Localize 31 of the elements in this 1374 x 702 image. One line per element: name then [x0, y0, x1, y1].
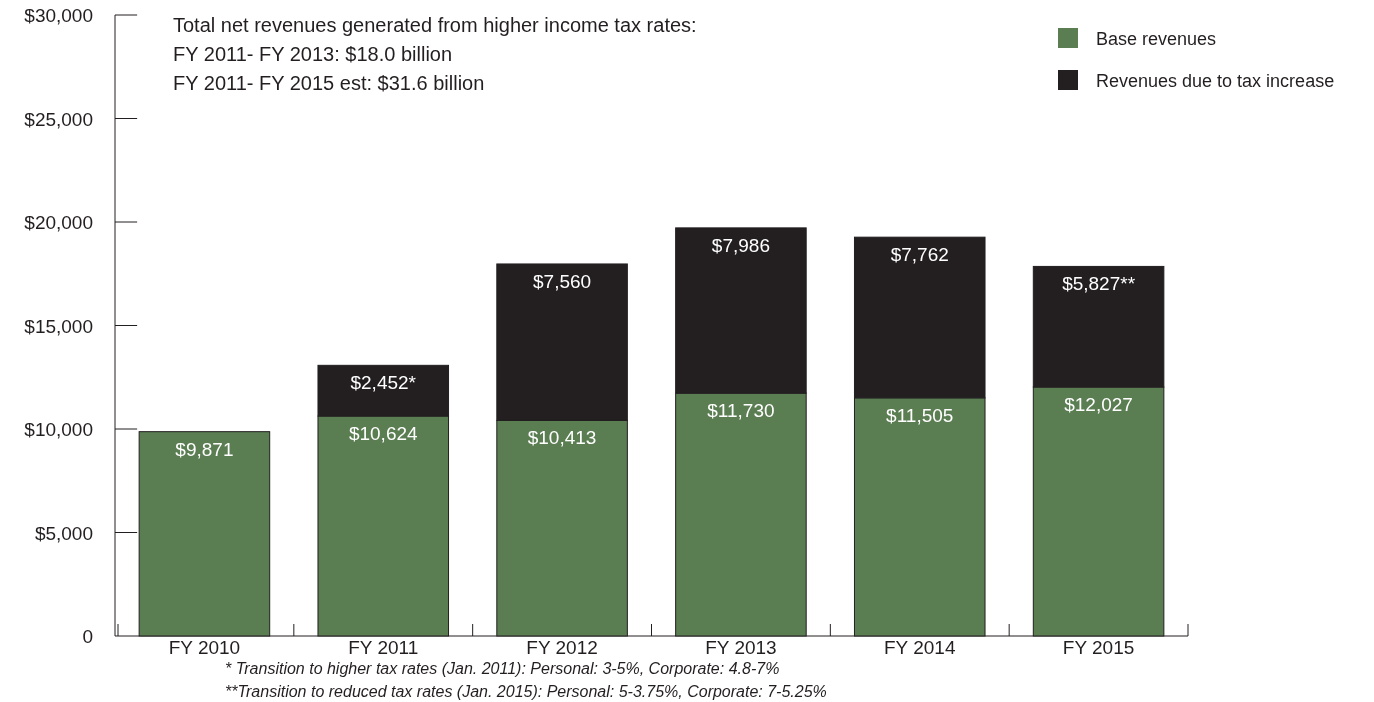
y-tick-label: $5,000 — [34, 522, 93, 544]
annotation: FY 2011- FY 2013: $18.0 billion — [173, 43, 453, 65]
legend-label: Revenues due to tax increase — [1096, 71, 1335, 91]
y-tick-label: $30,000 — [24, 5, 93, 26]
x-tick-label: FY 2013 — [705, 637, 777, 658]
data-label: $10,624 — [348, 423, 419, 445]
text: **Transition to reduced tax rates (Jan. 2015): Personal: 5-3.75%, Corporate: 7-5.25% — [225, 683, 827, 700]
data-label: $2,452* — [350, 372, 417, 394]
data-label: $7,986 — [711, 234, 770, 256]
data-label: $5,827** — [1062, 273, 1136, 295]
data-label: $11,505 — [886, 404, 954, 426]
y-tick-label: $20,000 — [24, 212, 93, 233]
data-label: $9,871 — [175, 438, 234, 460]
data-label: $7,762 — [890, 244, 949, 266]
y-tick-label: $25,000 — [24, 108, 93, 130]
text: * Transition to higher tax rates (Jan. 2011): Personal: 3-5%, Corporate: 4.8-7% — [225, 660, 780, 677]
y-tick-label: $10,000 — [24, 419, 93, 440]
x-tick-label: FY 2011 — [348, 637, 419, 658]
data-label: $10,413 — [527, 427, 597, 449]
x-tick-label: FY 2015 — [1062, 637, 1135, 658]
data-label: $7,560 — [533, 270, 592, 292]
y-tick-label: $15,000 — [24, 315, 93, 337]
legend-label: Base revenues — [1096, 29, 1217, 49]
y-tick-label: 0 — [82, 626, 93, 647]
x-tick-label: FY 2014 — [884, 637, 956, 658]
annotation: Total net revenues generated from higher income tax rates: — [173, 14, 697, 36]
annotation: FY 2011- FY 2015 est: $31.6 billion — [173, 72, 485, 94]
data-label: $11,730 — [707, 400, 775, 422]
x-tick-label: FY 2012 — [526, 637, 598, 658]
x-tick-label: FY 2010 — [168, 637, 241, 658]
data-label: $12,027 — [1064, 394, 1133, 416]
